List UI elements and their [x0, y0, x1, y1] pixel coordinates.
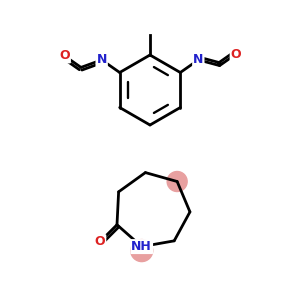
Text: O: O: [59, 50, 70, 62]
Text: NH: NH: [131, 240, 152, 253]
Ellipse shape: [167, 172, 187, 191]
Text: N: N: [97, 53, 107, 66]
Ellipse shape: [131, 240, 153, 262]
Text: O: O: [231, 48, 241, 61]
Text: N: N: [193, 53, 203, 66]
Text: O: O: [95, 235, 105, 248]
